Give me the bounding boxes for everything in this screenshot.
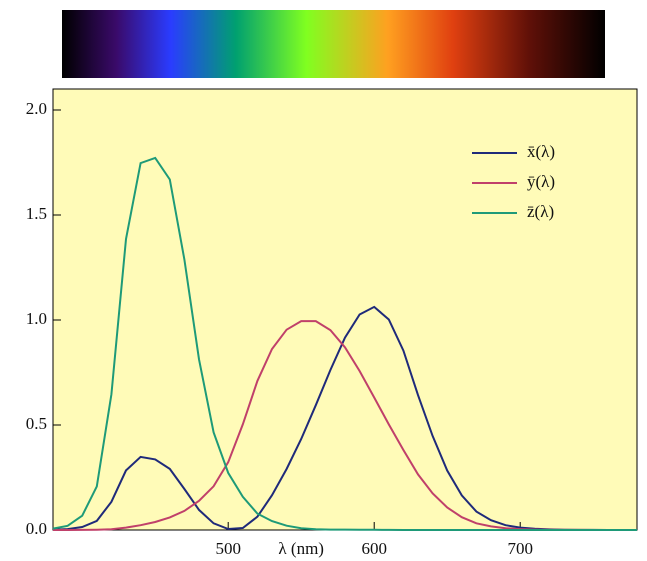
y-tick-label: 0.0 — [26, 519, 47, 538]
page: 0.0 0.5 1.0 1.5 2.0 500 600 700 λ (nm) x̄(λ) ȳ(λ) z… — [0, 0, 647, 561]
x-tick-label: 600 — [361, 539, 387, 558]
x-tick-label: 500 — [215, 539, 241, 558]
y-tick-label: 1.0 — [26, 309, 47, 328]
x-axis-label: λ (nm) — [278, 539, 324, 558]
legend-label: x̄(λ) — [527, 142, 555, 161]
y-tick-label: 1.5 — [26, 204, 47, 223]
y-tick-label: 0.5 — [26, 414, 47, 433]
legend-label: z̄(λ) — [527, 202, 554, 221]
spectrum-bar — [62, 10, 605, 78]
x-tick-label: 700 — [507, 539, 533, 558]
legend-label: ȳ(λ) — [527, 172, 555, 191]
y-tick-label: 2.0 — [26, 99, 47, 118]
chart: 0.0 0.5 1.0 1.5 2.0 500 600 700 λ (nm) x̄(λ) ȳ(λ) z… — [0, 0, 647, 561]
